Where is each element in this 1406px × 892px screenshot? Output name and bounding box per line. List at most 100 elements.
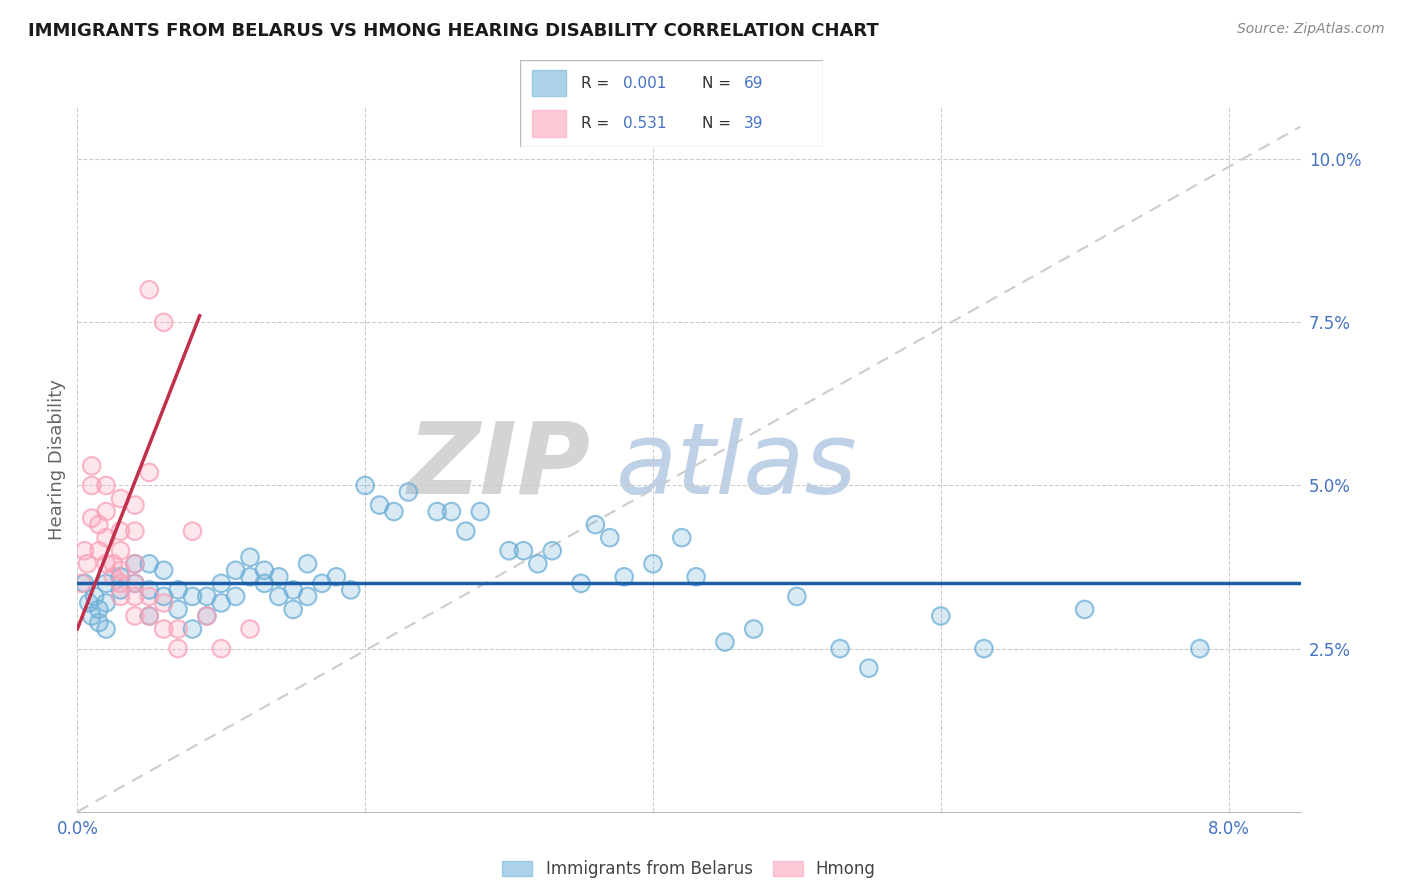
Point [368,498,391,512]
Point [297,590,319,604]
Point [110,524,132,538]
Point [209,576,232,591]
Point [103,570,125,584]
Point [94,576,117,591]
Point [599,531,621,545]
Point [283,582,305,597]
Text: 0.531: 0.531 [623,116,666,131]
Point [541,543,564,558]
Point [671,531,693,545]
Point [239,550,262,565]
Point [297,557,319,571]
Point [110,570,132,584]
Point [325,570,347,584]
Point [152,563,174,577]
Point [283,602,305,616]
Point [239,570,262,584]
Point [124,609,146,624]
Text: R =: R = [581,76,614,91]
Point [77,596,100,610]
Point [354,478,377,492]
Text: N =: N = [702,116,735,131]
Point [396,485,419,500]
Point [583,517,606,532]
Point [77,596,100,610]
Point [167,582,190,597]
Point [124,557,146,571]
Point [73,576,96,591]
Point [94,531,117,545]
Point [368,498,391,512]
Point [181,590,204,604]
Point [167,622,190,636]
Point [94,531,117,545]
Point [138,609,160,624]
Point [94,622,117,636]
Point [253,576,276,591]
Point [152,315,174,329]
Point [440,505,463,519]
Point [239,570,262,584]
Point [124,576,146,591]
Point [382,505,405,519]
Point [253,576,276,591]
Point [138,609,160,624]
Point [76,557,98,571]
Point [152,590,174,604]
Point [454,524,477,538]
Point [138,557,160,571]
Point [167,602,190,616]
Point [152,622,174,636]
Point [110,570,132,584]
Point [94,505,117,519]
Point [267,590,290,604]
Point [110,582,132,597]
Point [87,602,110,616]
Point [239,622,262,636]
Point [124,524,146,538]
Point [124,557,146,571]
FancyBboxPatch shape [520,60,823,147]
Point [152,596,174,610]
Point [641,557,664,571]
Point [87,615,110,630]
Point [569,576,592,591]
Point [110,590,132,604]
Point [87,615,110,630]
Point [195,590,218,604]
Text: 69: 69 [744,76,763,91]
Point [70,576,93,591]
Point [209,576,232,591]
Point [138,582,160,597]
Point [110,563,132,577]
Point [167,582,190,597]
Point [80,458,103,473]
Point [195,590,218,604]
Point [786,590,808,604]
Point [195,609,218,624]
Point [124,590,146,604]
Point [742,622,765,636]
Point [138,283,160,297]
Point [80,609,103,624]
Point [94,478,117,492]
Point [1188,641,1211,656]
FancyBboxPatch shape [533,70,565,96]
Point [80,478,103,492]
Point [110,576,132,591]
Point [167,602,190,616]
Point [195,609,218,624]
Point [103,557,125,571]
Point [470,505,492,519]
Y-axis label: Hearing Disability: Hearing Disability [48,379,66,540]
Point [124,498,146,512]
Point [498,543,520,558]
Point [87,543,110,558]
Point [828,641,851,656]
Point [929,609,952,624]
Point [94,576,117,591]
Point [1188,641,1211,656]
Point [339,582,361,597]
Point [569,576,592,591]
Point [541,543,564,558]
